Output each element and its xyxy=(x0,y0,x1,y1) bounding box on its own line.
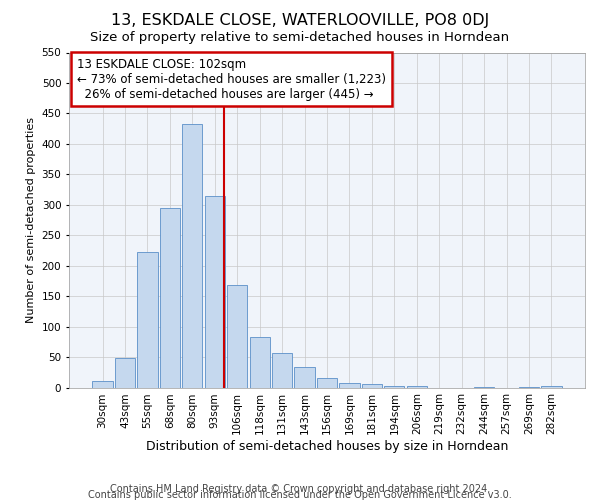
Text: 13 ESKDALE CLOSE: 102sqm
← 73% of semi-detached houses are smaller (1,223)
  26%: 13 ESKDALE CLOSE: 102sqm ← 73% of semi-d… xyxy=(77,58,386,100)
Bar xyxy=(137,252,158,388)
Text: 13, ESKDALE CLOSE, WATERLOOVILLE, PO8 0DJ: 13, ESKDALE CLOSE, WATERLOOVILLE, PO8 0D… xyxy=(111,12,489,28)
Bar xyxy=(160,208,180,388)
Text: Contains HM Land Registry data © Crown copyright and database right 2024.: Contains HM Land Registry data © Crown c… xyxy=(110,484,490,494)
Text: Size of property relative to semi-detached houses in Horndean: Size of property relative to semi-detach… xyxy=(91,31,509,44)
Y-axis label: Number of semi-detached properties: Number of semi-detached properties xyxy=(26,117,36,323)
Bar xyxy=(384,386,404,388)
X-axis label: Distribution of semi-detached houses by size in Horndean: Distribution of semi-detached houses by … xyxy=(146,440,508,453)
Text: Contains public sector information licensed under the Open Government Licence v3: Contains public sector information licen… xyxy=(88,490,512,500)
Bar xyxy=(250,337,270,388)
Bar xyxy=(205,196,225,388)
Bar xyxy=(182,124,202,388)
Bar xyxy=(407,386,427,388)
Bar xyxy=(340,383,359,388)
Bar xyxy=(541,386,562,388)
Bar xyxy=(362,384,382,388)
Bar xyxy=(317,378,337,388)
Bar xyxy=(519,387,539,388)
Bar xyxy=(295,367,314,388)
Bar xyxy=(227,285,247,388)
Bar xyxy=(272,353,292,388)
Bar xyxy=(115,358,135,388)
Bar xyxy=(92,382,113,388)
Bar xyxy=(474,387,494,388)
